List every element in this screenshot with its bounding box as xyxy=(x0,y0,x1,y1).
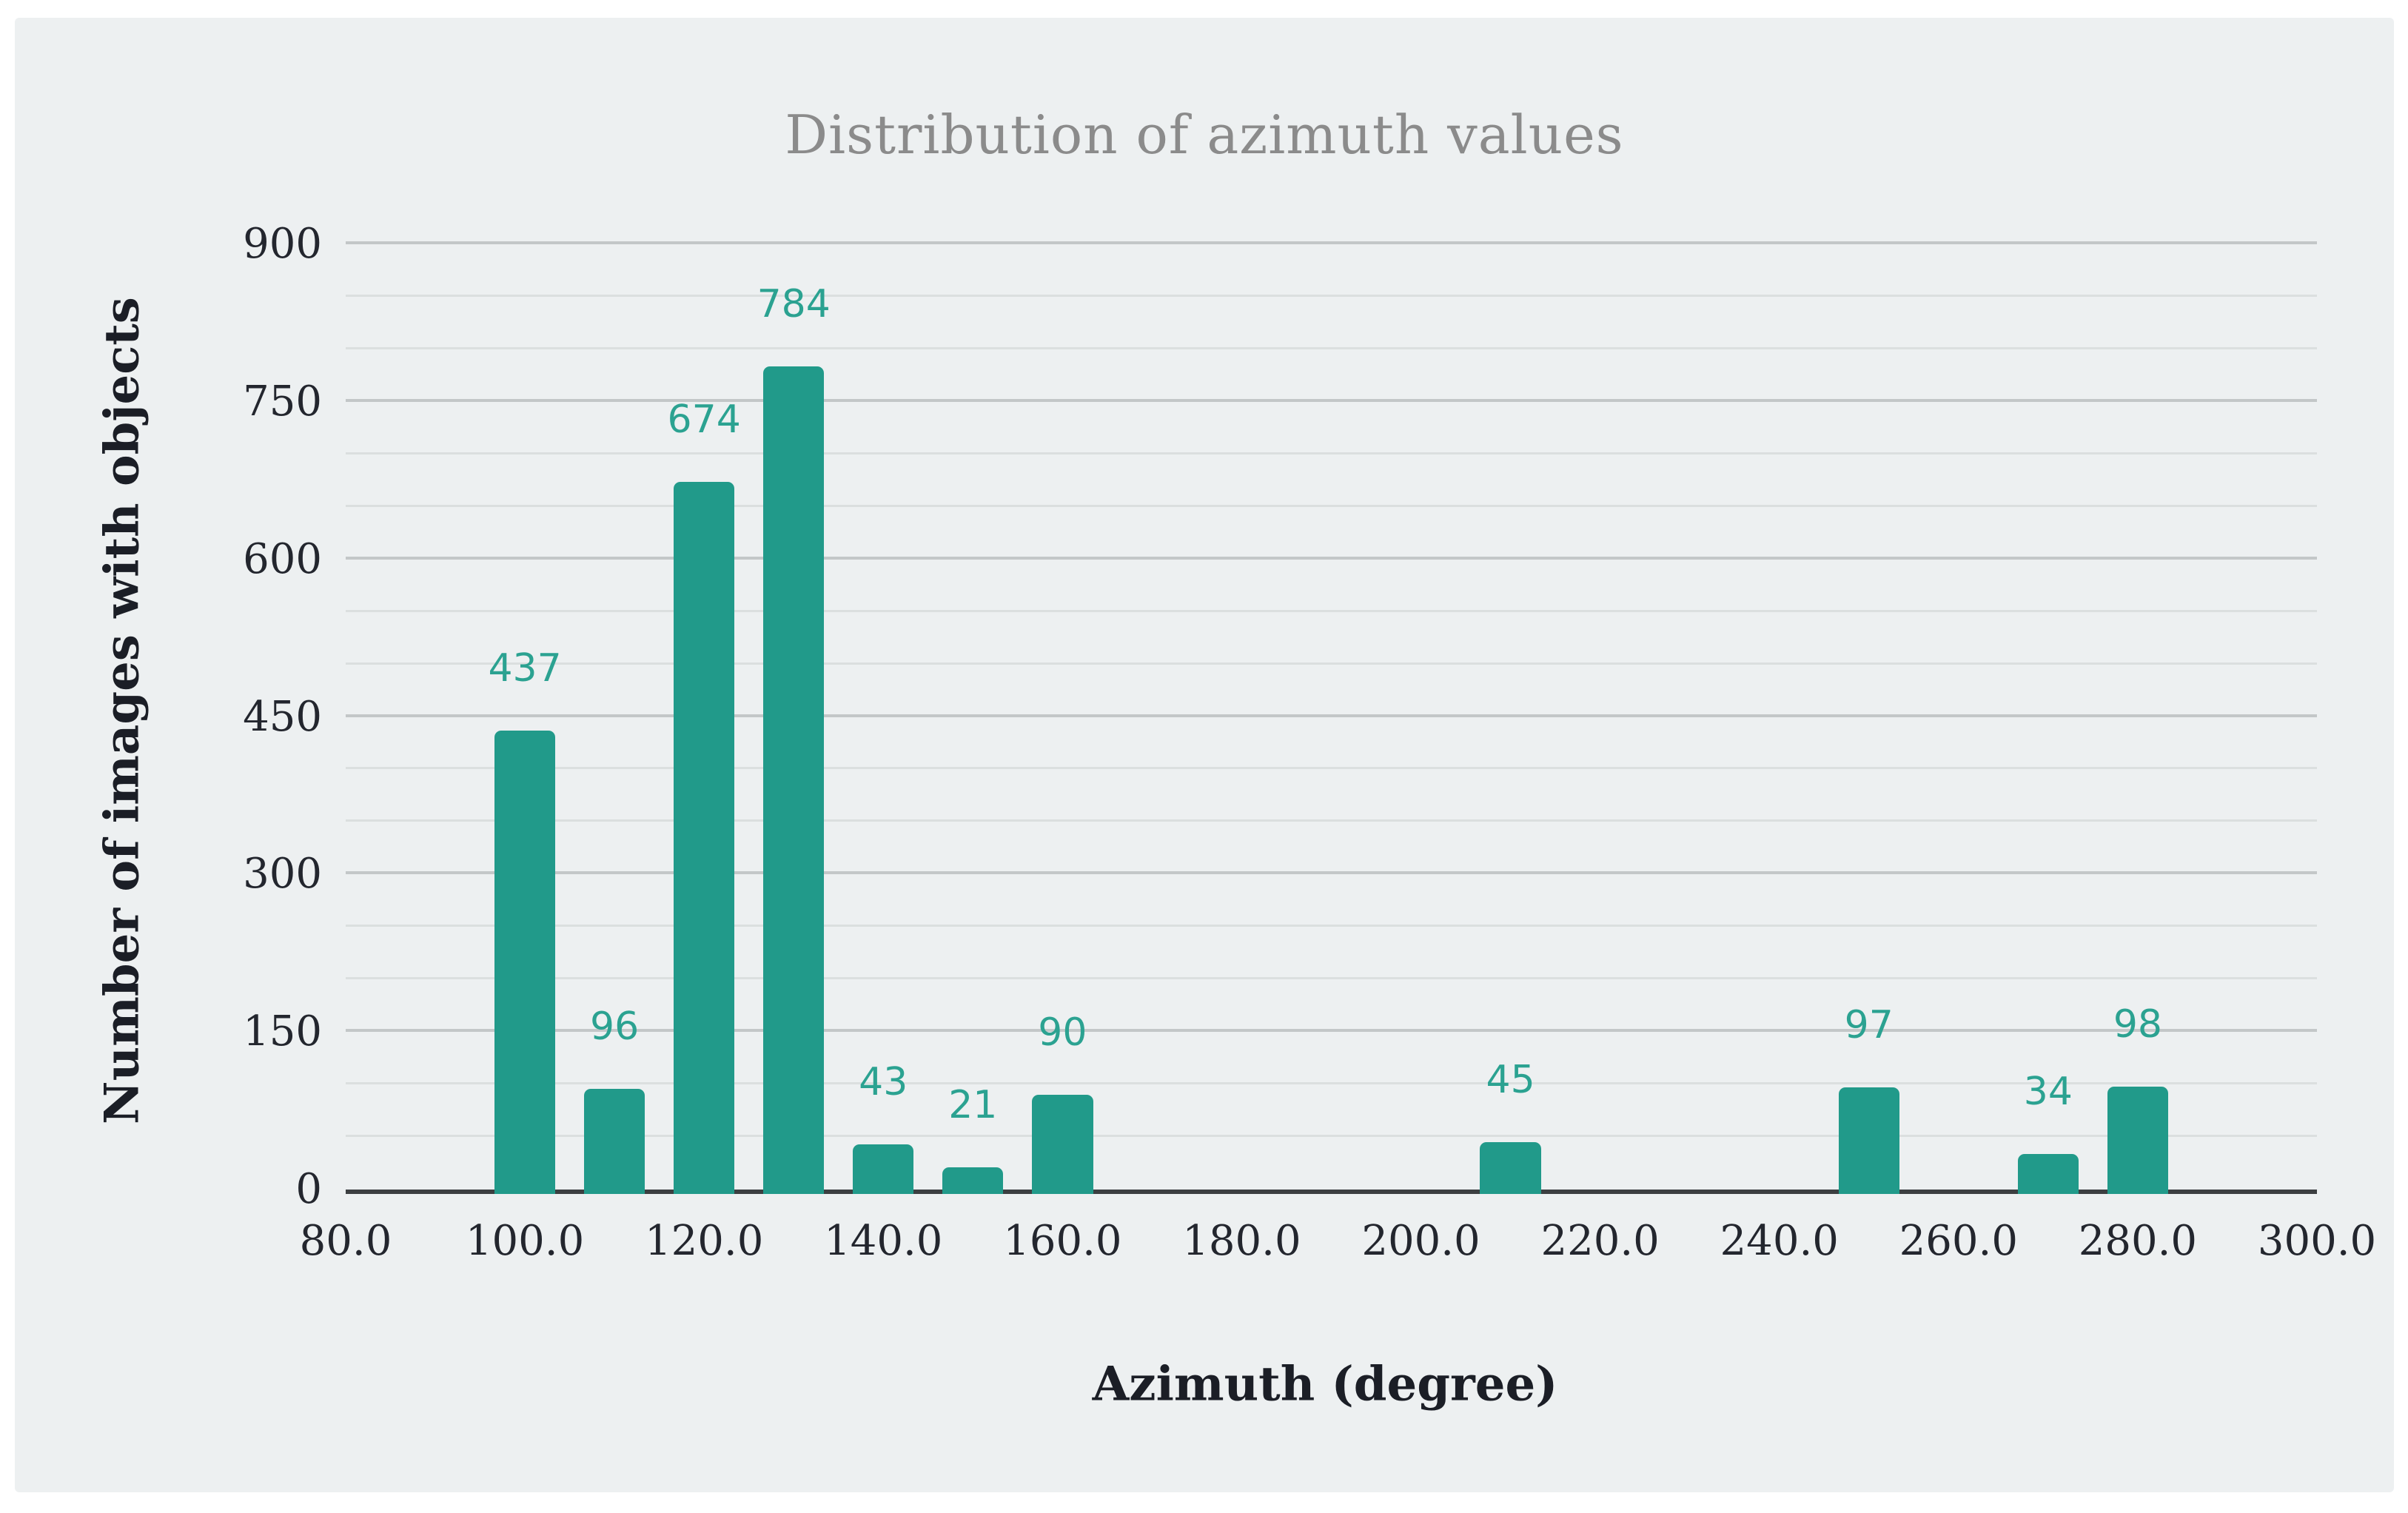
bar-azimuth-120 xyxy=(674,481,735,1194)
bar-azimuth-160 xyxy=(1032,1095,1093,1194)
y-tick-label-450: 450 xyxy=(243,692,322,741)
plot-area: 437 96 674 784 43 21 90 45 97 34 98 0 150 300 450 600 75… xyxy=(243,224,2376,1262)
bar-azimuth-100 xyxy=(494,730,556,1194)
x-tick-label-280.0: 280.0 xyxy=(2078,1217,2198,1265)
bar-azimuth-210 xyxy=(1480,1142,1541,1194)
bar-value-label-210: 45 xyxy=(1486,1058,1535,1103)
chart-title: Distribution of azimuth values xyxy=(785,104,1624,166)
gridline-major-750 xyxy=(346,398,2317,402)
bar-value-label-150: 21 xyxy=(948,1083,998,1128)
bar-azimuth-280 xyxy=(2107,1086,2169,1194)
x-axis-title: Azimuth (degree) xyxy=(1092,1356,1558,1412)
gridline-minor-400 xyxy=(346,767,2317,770)
x-tick-label-100.0: 100.0 xyxy=(465,1217,585,1265)
bar-azimuth-140 xyxy=(853,1144,914,1194)
bar-value-label-160: 90 xyxy=(1038,1010,1087,1056)
gridline-major-150 xyxy=(346,1029,2317,1033)
bar-value-label-250: 97 xyxy=(1844,1003,1894,1048)
x-tick-label-240.0: 240.0 xyxy=(1720,1217,1839,1265)
x-tick-label-80.0: 80.0 xyxy=(299,1217,392,1265)
bar-value-label-100: 437 xyxy=(488,645,562,691)
y-tick-label-300: 300 xyxy=(243,850,322,899)
x-tick-label-180.0: 180.0 xyxy=(1182,1217,1301,1265)
gridline-minor-700 xyxy=(346,452,2317,454)
x-tick-label-200.0: 200.0 xyxy=(1361,1217,1480,1265)
y-tick-label-900: 900 xyxy=(243,220,322,268)
x-tick-label-260.0: 260.0 xyxy=(1899,1217,2018,1265)
bar-azimuth-130 xyxy=(763,366,825,1194)
chart-panel: Distribution of azimuth values Number of… xyxy=(15,18,2394,1492)
gridline-minor-800 xyxy=(346,346,2317,349)
x-tick-label-220.0: 220.0 xyxy=(1540,1217,1660,1265)
bar-azimuth-150 xyxy=(942,1167,1004,1194)
bar-azimuth-110 xyxy=(583,1088,645,1194)
bar-value-label-120: 674 xyxy=(667,397,741,442)
bar-value-label-270: 34 xyxy=(2023,1069,2073,1114)
bar-azimuth-250 xyxy=(1838,1087,1899,1194)
gridline-minor-250 xyxy=(346,925,2317,927)
bar-azimuth-270 xyxy=(2017,1153,2079,1194)
x-tick-label-160.0: 160.0 xyxy=(1003,1217,1122,1265)
gridline-minor-850 xyxy=(346,294,2317,297)
x-tick-label-120.0: 120.0 xyxy=(645,1217,764,1265)
gridline-minor-50 xyxy=(346,1135,2317,1138)
gridline-major-450 xyxy=(346,714,2317,717)
y-tick-label-600: 600 xyxy=(243,534,322,583)
gridline-minor-500 xyxy=(346,662,2317,665)
gridline-minor-550 xyxy=(346,609,2317,612)
y-tick-label-150: 150 xyxy=(243,1007,322,1056)
x-tick-label-140.0: 140.0 xyxy=(824,1217,943,1265)
bar-value-label-140: 43 xyxy=(859,1060,908,1104)
gridline-minor-200 xyxy=(346,977,2317,980)
bar-value-label-130: 784 xyxy=(757,281,831,326)
gridline-major-600 xyxy=(346,556,2317,560)
y-axis-title: Number of images with objects xyxy=(94,297,150,1124)
bar-value-label-110: 96 xyxy=(590,1004,640,1049)
y-tick-label-750: 750 xyxy=(243,377,322,426)
x-tick-label-300.0: 300.0 xyxy=(2257,1217,2377,1265)
gridline-major-300 xyxy=(346,871,2317,875)
y-tick-label-0: 0 xyxy=(295,1165,322,1213)
x-axis-line xyxy=(346,1190,2317,1194)
gridline-minor-100 xyxy=(346,1082,2317,1085)
bar-value-label-280: 98 xyxy=(2113,1002,2162,1047)
gridline-minor-650 xyxy=(346,504,2317,507)
gridline-major-900 xyxy=(346,241,2317,244)
gridline-minor-350 xyxy=(346,819,2317,822)
